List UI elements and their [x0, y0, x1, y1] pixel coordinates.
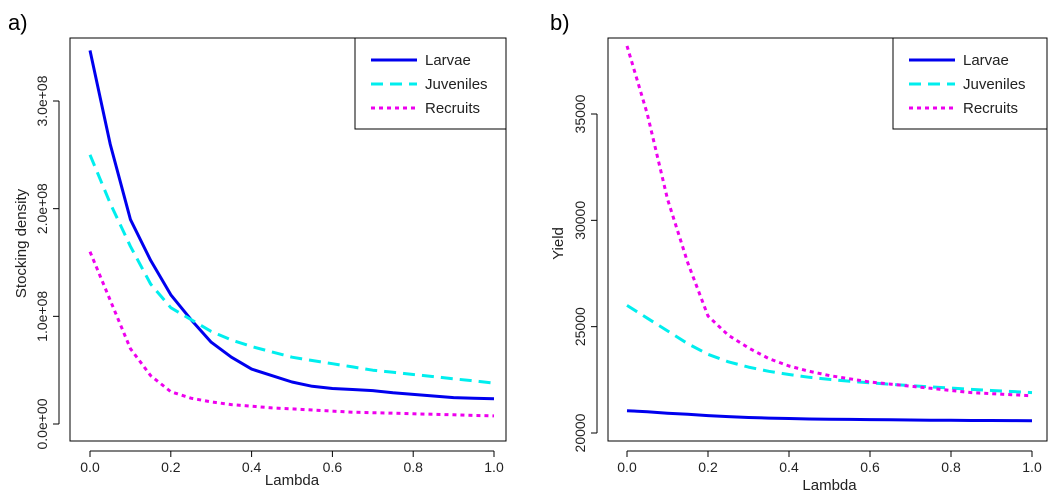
x-tick-label: 0.2: [698, 459, 718, 475]
plot-frame: [607, 37, 1048, 442]
legend-label-larvae: Larvae: [963, 52, 1009, 69]
panel-label: a): [8, 10, 28, 35]
x-tick-label: 1.0: [1022, 459, 1042, 475]
x-tick-label: 0.8: [403, 459, 423, 475]
x-axis-title: Lambda: [265, 472, 320, 489]
plot-frame: [69, 37, 507, 442]
chart-panel-2: b) 0.0 0.2 0.4 0.6 0.8 1.0 20000 25000 30000 35000…: [550, 10, 1048, 494]
x-tick-label: 0.8: [941, 459, 961, 475]
x-tick-label: 0.4: [779, 459, 799, 475]
y-tick-label: 20000: [572, 413, 588, 452]
legend-label-recruits: Recruits: [963, 100, 1018, 117]
series-line-juveniles: [626, 304, 1033, 395]
legend-label-juveniles: Juveniles: [425, 76, 488, 93]
x-axis-title: Lambda: [802, 477, 857, 494]
legend-label-juveniles: Juveniles: [963, 76, 1026, 93]
panel-label: b): [550, 10, 570, 35]
y-axis-title: Yield: [550, 227, 567, 260]
x-tick-label: 0.4: [242, 459, 262, 475]
legend-label-larvae: Larvae: [425, 52, 471, 69]
y-tick-label: 30000: [572, 201, 588, 240]
x-tick-label: 1.0: [484, 459, 504, 475]
series-line-larvae: [626, 409, 1033, 423]
x-tick-label: 0.0: [617, 459, 637, 475]
y-tick-label: 3.0e+08: [34, 75, 50, 126]
y-tick-label: 1.0e+08: [34, 291, 50, 342]
y-axis-title: Stocking density: [13, 188, 30, 298]
chart-panel-1: a) 0.0 0.2 0.4 0.6 0.8 1.0 0.0e+00 1.0e+08 2.0e+0…: [8, 10, 507, 489]
x-tick-label: 0.6: [323, 459, 343, 475]
series-line-juveniles: [88, 154, 495, 385]
y-tick-label: 35000: [572, 94, 588, 133]
y-tick-label: 25000: [572, 307, 588, 346]
y-tick-label: 2.0e+08: [34, 183, 50, 234]
x-tick-label: 0.6: [860, 459, 880, 475]
series-line-larvae: [88, 50, 495, 401]
legend-label-recruits: Recruits: [425, 100, 480, 117]
x-tick-label: 0.0: [80, 459, 100, 475]
y-tick-label: 0.0e+00: [34, 398, 50, 449]
series-line-recruits: [88, 251, 495, 418]
x-tick-label: 0.2: [161, 459, 181, 475]
